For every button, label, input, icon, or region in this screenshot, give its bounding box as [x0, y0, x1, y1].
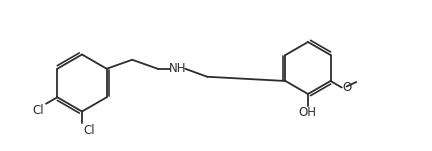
Text: Cl: Cl	[32, 104, 44, 117]
Text: O: O	[343, 80, 352, 93]
Text: Cl: Cl	[83, 124, 95, 137]
Text: OH: OH	[298, 106, 316, 119]
Text: NH: NH	[168, 62, 186, 75]
